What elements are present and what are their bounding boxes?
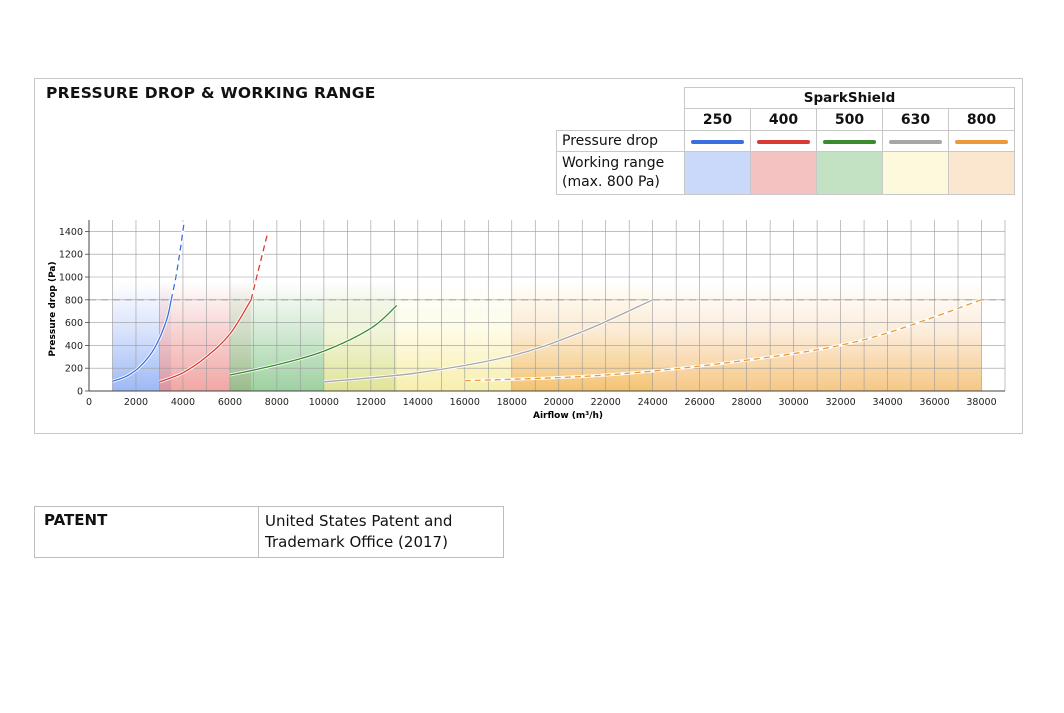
- legend-fill-250: [684, 151, 751, 195]
- legend-fill-800: [948, 151, 1015, 195]
- x-tick-label: 28000: [732, 397, 762, 408]
- y-axis-label: Pressure drop (Pa): [48, 261, 58, 356]
- y-tick-label: 800: [65, 295, 83, 306]
- chart-panel: PRESSURE DROP & WORKING RANGE SparkShiel…: [34, 78, 1023, 434]
- x-tick-label: 10000: [309, 397, 339, 408]
- y-tick-label: 600: [65, 318, 83, 329]
- x-tick-label: 16000: [450, 397, 480, 408]
- patent-value: United States Patent and Trademark Offic…: [258, 506, 504, 558]
- x-tick-label: 12000: [356, 397, 386, 408]
- legend-row-working-label: Working range (max. 800 Pa): [556, 151, 685, 195]
- legend-line-swatch: [757, 140, 810, 144]
- legend-fill-400: [750, 151, 817, 195]
- series-lines: [111, 222, 982, 384]
- legend-line-swatch: [823, 140, 876, 144]
- series-line-400: [159, 299, 252, 383]
- plot-axes: 0 2000 4000 6000 8000 10000 12000 14000 16000 180…: [59, 220, 1005, 408]
- x-tick-label: 24000: [638, 397, 668, 408]
- x-tick-label: 14000: [403, 397, 433, 408]
- legend-working-line2: (max. 800 Pa): [562, 174, 660, 190]
- y-tick-label: 1000: [59, 273, 83, 284]
- legend-size-800: 800: [948, 108, 1015, 131]
- x-tick-label: 4000: [171, 397, 195, 408]
- legend-working-line1: Working range: [562, 155, 665, 171]
- pressure-drop-plot: 0 2000 4000 6000 8000 10000 12000 14000 16000 180…: [48, 220, 1006, 421]
- x-tick-label: 36000: [919, 397, 949, 408]
- patent-value-line2: Trademark Office (2017): [265, 533, 448, 551]
- x-tick-label: 26000: [685, 397, 715, 408]
- x-tick-label: 32000: [825, 397, 855, 408]
- working-range-fills: [112, 281, 982, 391]
- plot-grid: [88, 220, 1006, 392]
- chart-title: PRESSURE DROP & WORKING RANGE: [46, 84, 376, 102]
- y-tick-label: 0: [77, 387, 83, 398]
- series-line-630: [323, 299, 653, 383]
- x-axis-label: Airflow (m³/h): [533, 411, 603, 421]
- x-tick-label: 6000: [218, 397, 242, 408]
- legend-size-250: 250: [684, 108, 751, 131]
- series-halo-dashed-250: [169, 222, 186, 301]
- legend-line-swatch: [889, 140, 942, 144]
- x-tick-label: 34000: [872, 397, 902, 408]
- x-tick-label: 18000: [497, 397, 527, 408]
- y-tick-label: 400: [65, 341, 83, 352]
- x-tick-label: 38000: [966, 397, 996, 408]
- y-tick-label: 1200: [59, 250, 83, 261]
- x-tick-label: 8000: [265, 397, 289, 408]
- series-halo-dashed-400: [249, 233, 269, 301]
- legend-line-swatch: [955, 140, 1008, 144]
- patent-label: PATENT: [34, 506, 259, 558]
- series-line-dashed-800: [464, 299, 982, 382]
- series-line-250: [112, 299, 172, 382]
- legend-table: SparkShield 250 400 500 630 800 Pressure…: [556, 87, 1015, 195]
- legend-line-swatch: [691, 140, 744, 144]
- x-tick-label: 0: [86, 397, 92, 408]
- series-line-500: [229, 305, 398, 376]
- x-tick-label: 30000: [778, 397, 808, 408]
- x-tick-label: 22000: [591, 397, 621, 408]
- y-tick-label: 1400: [59, 227, 83, 238]
- patent-value-line1: United States Patent and: [265, 512, 453, 530]
- patent-table: PATENT United States Patent and Trademar…: [34, 506, 504, 558]
- x-tick-label: 2000: [124, 397, 148, 408]
- x-tick-label: 20000: [544, 397, 574, 408]
- y-tick-label: 200: [65, 364, 83, 375]
